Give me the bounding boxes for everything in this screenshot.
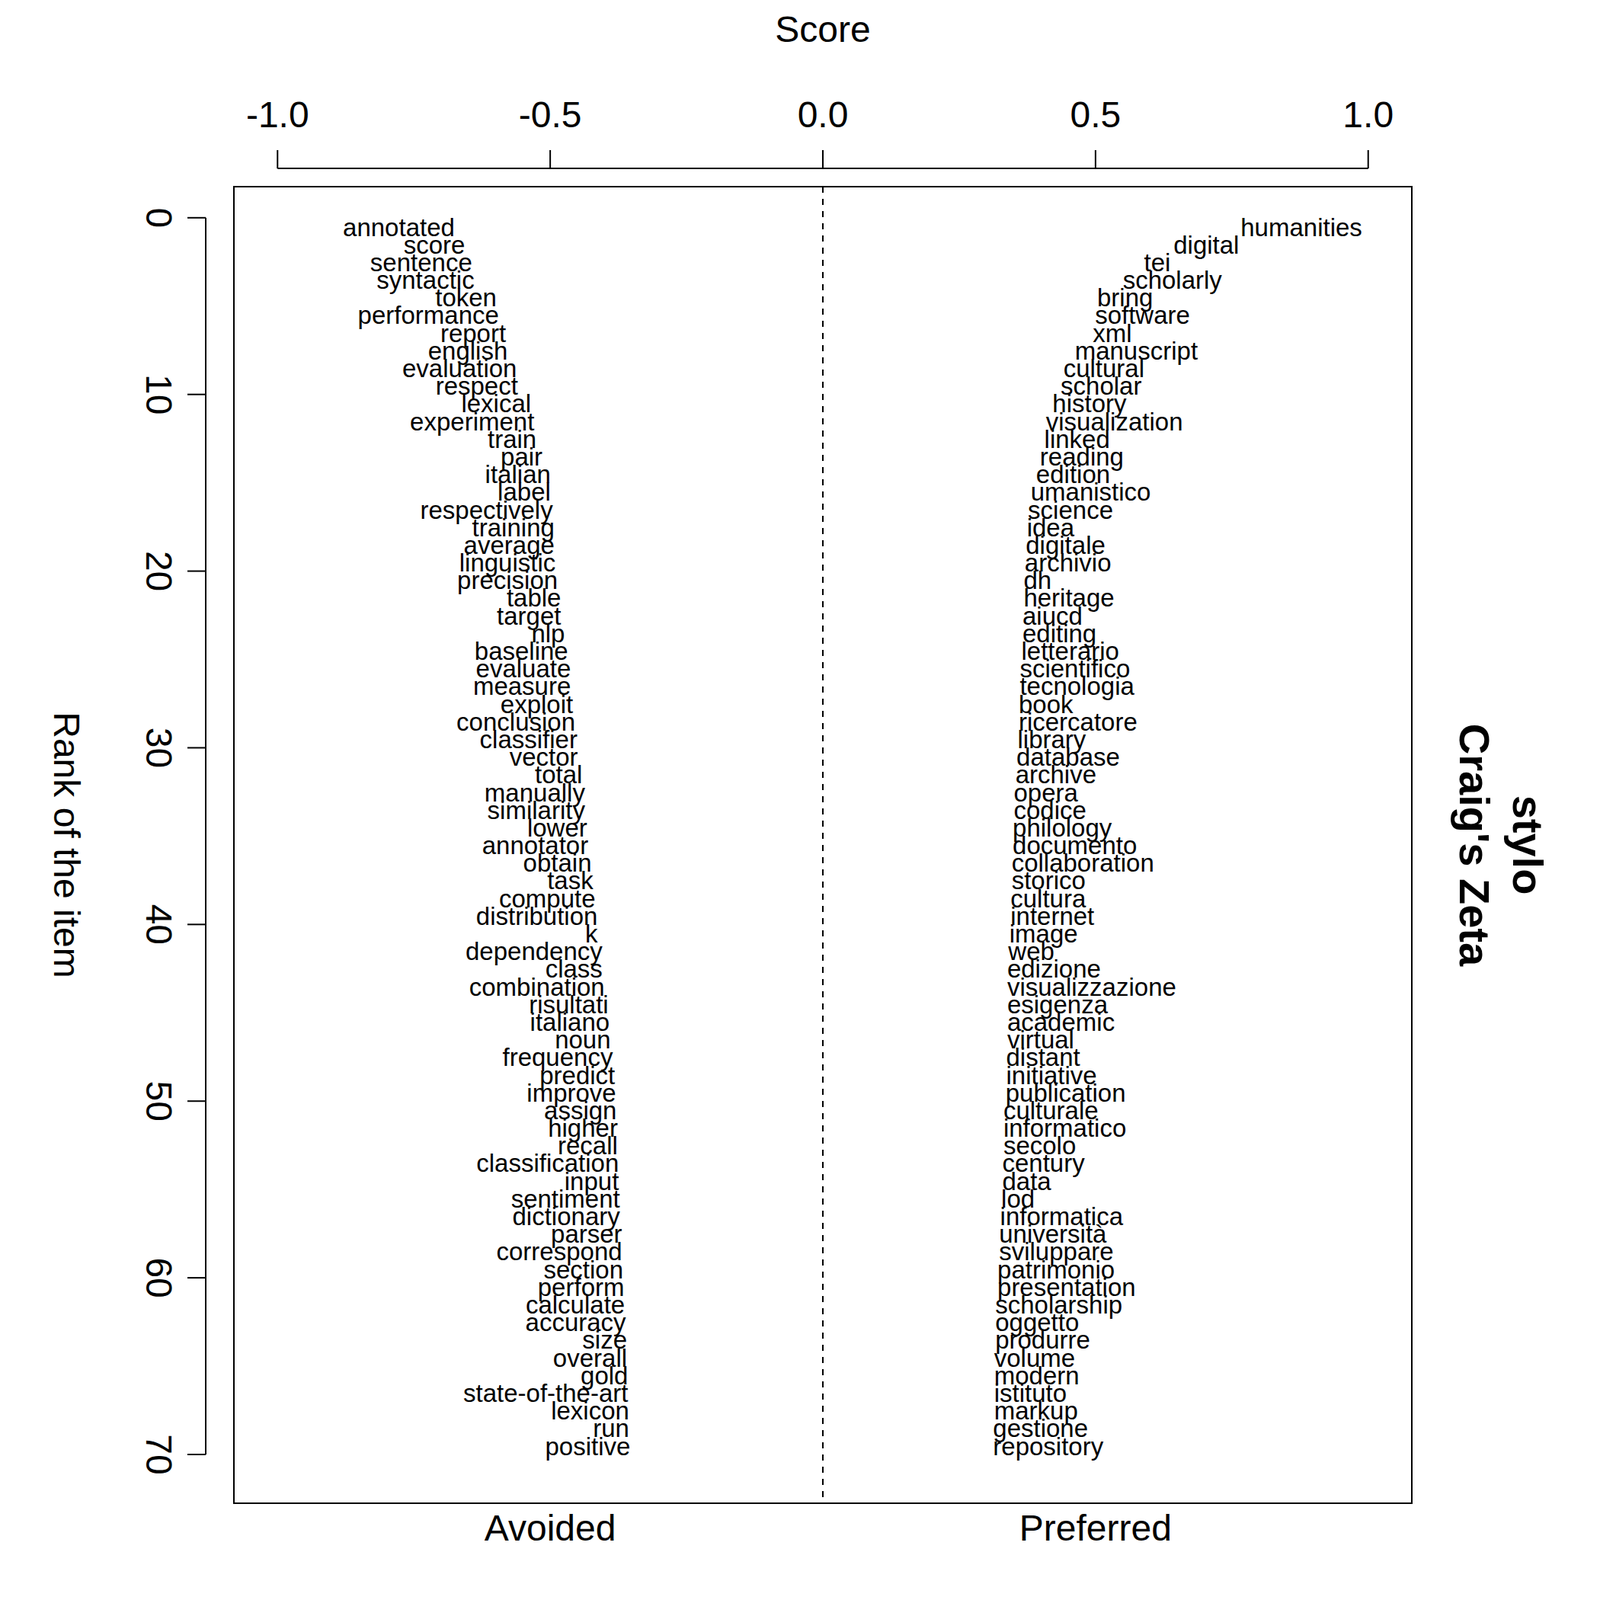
x-tick [1094,150,1097,169]
x-tick [549,150,551,169]
plot-frame [233,186,1412,1504]
word: repository [992,1432,1104,1461]
y-tick-label: 30 [138,727,180,768]
y-tick-label: 70 [138,1433,180,1475]
zero-line [822,186,824,1504]
word: positive [544,1432,631,1461]
y-tick [187,217,206,219]
word: humanities [1240,213,1363,242]
x-tick-label: 1.0 [1342,94,1394,135]
series-name: Avoided [484,1507,617,1549]
y-tick [187,1453,206,1456]
y-tick-label: 50 [138,1081,180,1122]
background [0,0,1600,1600]
title: stylo [1504,795,1552,896]
y-tick-label: 0 [138,207,180,228]
word: digital [1173,230,1239,260]
y-tick [187,746,206,749]
y-axis-title: Rank of the item [46,711,87,979]
x-axis-title: Score [774,9,871,50]
subtitle: Craig's Zeta [1450,723,1499,967]
y-tick-label: 40 [138,904,180,945]
y-tick [187,923,206,925]
y-tick [187,393,206,396]
word: distribution [476,902,599,931]
y-tick [187,1100,206,1102]
x-tick-label: 0.5 [1070,94,1122,135]
x-tick [822,150,824,169]
words: annotatedscoresentencesyntactictokenperf… [342,213,1363,1461]
y-tick-label: 20 [138,550,180,592]
y-tick [187,570,206,573]
x-tick-label: -1.0 [246,94,310,135]
y-axis-line [204,217,207,1455]
chart: -1.0 -0.5 0.0 0.5 1.0 Score 0 10 20 30 40 50 60 70 Ran… [0,0,1600,1600]
x-tick-label: -0.5 [518,94,583,135]
x-tick [276,150,279,169]
y-tick-label: 60 [138,1257,180,1298]
y-tick [187,1276,206,1279]
y-tick-label: 10 [138,374,180,415]
series-name: Preferred [1019,1507,1172,1549]
x-tick [1367,150,1370,169]
x-tick-label: 0.0 [797,94,849,135]
